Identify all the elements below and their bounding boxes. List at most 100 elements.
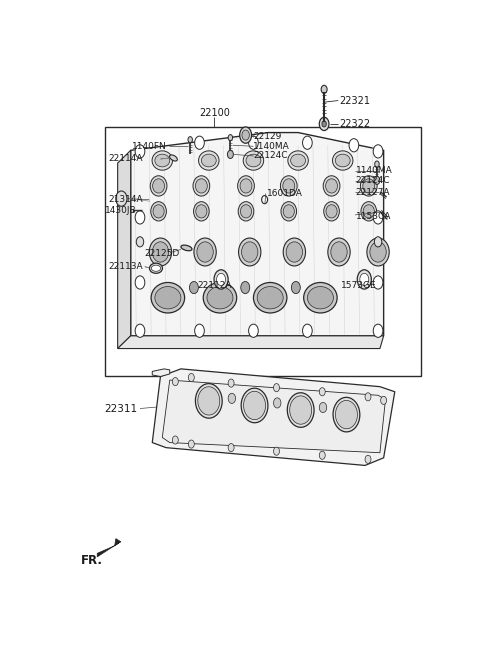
Ellipse shape — [246, 154, 261, 167]
Ellipse shape — [202, 154, 216, 167]
Ellipse shape — [360, 176, 377, 196]
Circle shape — [365, 455, 371, 463]
Ellipse shape — [195, 179, 207, 193]
Ellipse shape — [324, 202, 339, 221]
Polygon shape — [97, 542, 120, 557]
Polygon shape — [162, 380, 385, 453]
Ellipse shape — [367, 238, 389, 266]
Circle shape — [228, 135, 233, 141]
Circle shape — [135, 276, 145, 289]
Circle shape — [172, 436, 178, 444]
Polygon shape — [152, 369, 170, 376]
Ellipse shape — [288, 151, 308, 170]
Ellipse shape — [336, 401, 358, 429]
Text: 1153CA: 1153CA — [356, 212, 391, 221]
Circle shape — [321, 85, 327, 94]
Polygon shape — [118, 150, 131, 348]
Circle shape — [190, 281, 198, 294]
Circle shape — [373, 324, 383, 337]
Circle shape — [188, 440, 194, 448]
Text: 22112A: 22112A — [197, 281, 231, 290]
Circle shape — [214, 270, 228, 289]
Circle shape — [319, 117, 329, 131]
Circle shape — [291, 281, 300, 294]
Ellipse shape — [155, 286, 181, 309]
Text: 1430JB: 1430JB — [106, 206, 137, 214]
Ellipse shape — [326, 205, 337, 218]
Circle shape — [195, 324, 204, 337]
Text: 22113A: 22113A — [108, 262, 143, 271]
Text: 1140FN: 1140FN — [132, 142, 167, 150]
Ellipse shape — [207, 286, 233, 309]
Text: 22321: 22321 — [340, 96, 371, 106]
Circle shape — [116, 191, 127, 207]
Circle shape — [188, 374, 194, 381]
Ellipse shape — [240, 179, 252, 193]
Circle shape — [249, 136, 258, 149]
Ellipse shape — [181, 245, 192, 251]
Circle shape — [240, 127, 252, 143]
Circle shape — [135, 145, 145, 158]
Ellipse shape — [290, 396, 312, 424]
Ellipse shape — [238, 176, 254, 196]
Ellipse shape — [153, 179, 165, 193]
Circle shape — [228, 444, 234, 451]
Circle shape — [172, 378, 178, 385]
Ellipse shape — [363, 179, 375, 193]
Ellipse shape — [325, 179, 337, 193]
Circle shape — [135, 324, 145, 337]
Polygon shape — [118, 336, 384, 348]
Ellipse shape — [243, 391, 265, 420]
Circle shape — [322, 121, 326, 127]
Text: 22124C: 22124C — [253, 151, 288, 160]
Ellipse shape — [149, 263, 163, 273]
Circle shape — [228, 150, 233, 158]
Circle shape — [216, 273, 226, 286]
Text: 22114A: 22114A — [108, 154, 143, 164]
Ellipse shape — [333, 151, 353, 170]
Circle shape — [274, 383, 279, 392]
Ellipse shape — [197, 242, 213, 262]
Ellipse shape — [283, 238, 306, 266]
Polygon shape — [115, 539, 120, 546]
Ellipse shape — [281, 202, 297, 221]
Ellipse shape — [152, 242, 168, 262]
Polygon shape — [131, 133, 384, 336]
Ellipse shape — [304, 282, 337, 313]
Ellipse shape — [253, 282, 287, 313]
Circle shape — [349, 139, 359, 152]
Circle shape — [249, 324, 258, 337]
Circle shape — [373, 276, 383, 289]
Ellipse shape — [243, 151, 264, 170]
Ellipse shape — [257, 286, 283, 309]
Ellipse shape — [288, 393, 314, 427]
Ellipse shape — [149, 238, 172, 266]
Ellipse shape — [169, 155, 177, 161]
Ellipse shape — [193, 176, 210, 196]
Ellipse shape — [331, 242, 347, 262]
Circle shape — [357, 270, 372, 289]
Ellipse shape — [241, 242, 258, 262]
Circle shape — [374, 176, 380, 184]
Text: 22311: 22311 — [105, 403, 138, 414]
Ellipse shape — [152, 151, 172, 170]
Ellipse shape — [335, 154, 350, 167]
Circle shape — [375, 161, 379, 167]
Text: 22127A: 22127A — [356, 188, 390, 197]
Ellipse shape — [150, 176, 167, 196]
Circle shape — [136, 237, 144, 247]
Circle shape — [188, 137, 192, 143]
Ellipse shape — [155, 154, 170, 167]
Circle shape — [228, 379, 234, 387]
Ellipse shape — [196, 205, 207, 218]
Ellipse shape — [328, 238, 350, 266]
Text: 21314A: 21314A — [108, 195, 143, 204]
Circle shape — [241, 281, 250, 294]
Text: 22129: 22129 — [253, 131, 282, 141]
Ellipse shape — [291, 154, 306, 167]
Ellipse shape — [193, 202, 209, 221]
Polygon shape — [152, 369, 395, 465]
Ellipse shape — [203, 282, 237, 313]
Ellipse shape — [333, 397, 360, 432]
Circle shape — [319, 403, 327, 412]
